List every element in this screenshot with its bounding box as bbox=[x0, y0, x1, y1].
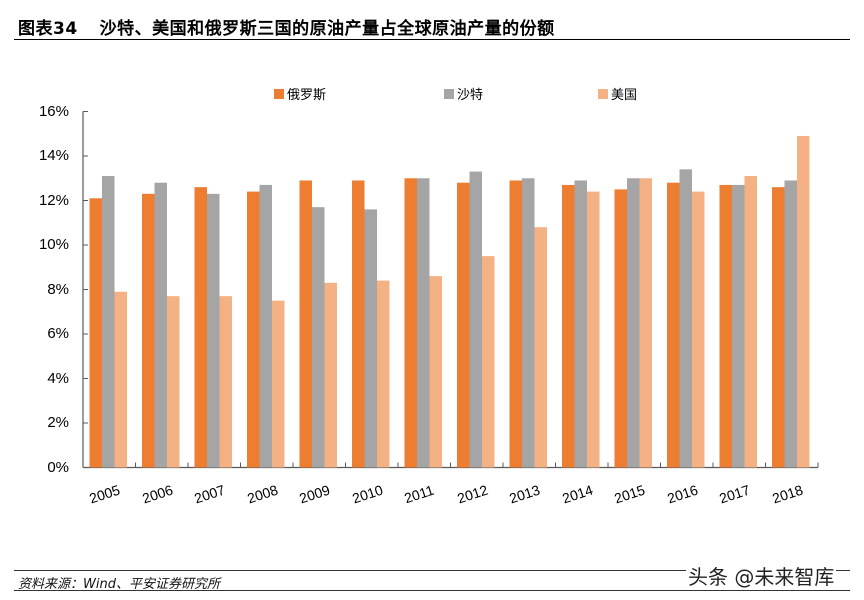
bar: 美国 2009: 8.3% bbox=[324, 282, 337, 468]
bar: 俄罗斯 2016: 12.8% bbox=[667, 182, 680, 468]
bar: 沙特 2017: 12.7% bbox=[732, 184, 745, 468]
figure-title-text: 沙特、美国和俄罗斯三国的原油产量占全球原油产量的份额 bbox=[99, 19, 555, 39]
y-tick-label: 10% bbox=[38, 236, 69, 253]
legend-label: 美国 bbox=[611, 88, 638, 103]
y-tick-label: 4% bbox=[47, 369, 69, 387]
bar: 俄罗斯 2008: 12.4% bbox=[247, 191, 260, 468]
bar: 俄罗斯 2007: 12.6% bbox=[194, 187, 207, 468]
y-tick-label: 2% bbox=[47, 414, 69, 431]
y-tick-label: 12% bbox=[38, 191, 69, 209]
bar: 美国 2010: 8.4% bbox=[377, 280, 390, 468]
legend-label: 沙特 bbox=[457, 88, 484, 103]
source-note: 资料来源：Wind、平安证券研究所 bbox=[18, 577, 220, 592]
bar: 美国 2006: 7.7% bbox=[167, 296, 180, 468]
bar: 沙特 2007: 12.3% bbox=[207, 193, 220, 468]
legend-item: 美国 bbox=[598, 84, 637, 103]
legend-label: 俄罗斯 bbox=[287, 88, 327, 103]
bar: 美国 2014: 12.4% bbox=[587, 191, 600, 468]
watermark: 头条 @未来智库 bbox=[686, 561, 837, 590]
bar: 美国 2013: 10.8% bbox=[534, 227, 547, 468]
bar: 俄罗斯 2018: 12.6% bbox=[772, 187, 785, 468]
bar: 美国 2011: 8.6% bbox=[429, 276, 442, 468]
figure-title: 图表34 沙特、美国和俄罗斯三国的原油产量占全球原油产量的份额 bbox=[18, 14, 555, 39]
bar: 俄罗斯 2010: 12.9% bbox=[352, 180, 365, 468]
legend-swatch-icon bbox=[444, 88, 454, 99]
bar: 美国 2005: 7.9% bbox=[114, 291, 127, 468]
bar: 沙特 2006: 12.8% bbox=[154, 182, 167, 468]
bar: 俄罗斯 2017: 12.7% bbox=[719, 184, 732, 468]
bar: 美国 2016: 12.4% bbox=[692, 191, 705, 468]
bar: 沙特 2005: 13.1% bbox=[102, 176, 115, 468]
bar: 俄罗斯 2005: 12.1% bbox=[89, 198, 102, 468]
bar: 沙特 2011: 13% bbox=[417, 178, 430, 468]
bar: 沙特 2018: 12.9% bbox=[784, 180, 797, 468]
y-tick-label: 6% bbox=[47, 325, 69, 342]
bar: 沙特 2008: 12.7% bbox=[259, 184, 272, 468]
figure-label: 图表34 bbox=[18, 19, 78, 39]
bar: 沙特 2010: 11.6% bbox=[364, 209, 377, 468]
bar: 俄罗斯 2012: 12.8% bbox=[457, 182, 470, 468]
bar: 沙特 2014: 12.9% bbox=[574, 180, 587, 468]
legend-item: 俄罗斯 bbox=[274, 84, 326, 103]
bar: 沙特 2012: 13.3% bbox=[469, 171, 482, 468]
bar: 沙特 2013: 13% bbox=[522, 178, 535, 468]
bar: 美国 2017: 13.1% bbox=[744, 176, 757, 468]
legend-swatch-icon bbox=[274, 88, 284, 99]
bar: 俄罗斯 2013: 12.9% bbox=[509, 180, 522, 468]
footer-divider-bottom bbox=[14, 590, 850, 591]
bar: 沙特 2009: 11.7% bbox=[312, 207, 325, 468]
bar: 美国 2008: 7.5% bbox=[272, 300, 285, 468]
bar: 沙特 2016: 13.4% bbox=[679, 169, 692, 468]
y-tick-label: 8% bbox=[47, 280, 69, 298]
bar: 沙特 2015: 13% bbox=[627, 178, 640, 468]
y-tick-label: 14% bbox=[38, 147, 69, 164]
bar: 俄罗斯 2009: 12.9% bbox=[299, 180, 312, 468]
bar: 美国 2018: 14.9% bbox=[797, 135, 810, 468]
legend-item: 沙特 bbox=[444, 84, 483, 103]
y-tick-label: 16% bbox=[38, 102, 69, 120]
bar: 俄罗斯 2014: 12.7% bbox=[562, 184, 575, 468]
bar: 美国 2012: 9.5% bbox=[482, 256, 495, 468]
bar-chart: 俄罗斯 2005: 12.1%沙特 2005: 13.1%美国 2005: 7.… bbox=[82, 111, 819, 469]
bar: 俄罗斯 2015: 12.5% bbox=[614, 189, 627, 468]
legend-swatch-icon bbox=[598, 88, 608, 99]
figure-header: 图表34 沙特、美国和俄罗斯三国的原油产量占全球原油产量的份额 bbox=[14, 12, 850, 40]
footer-divider-top bbox=[14, 570, 850, 571]
bar: 美国 2007: 7.7% bbox=[219, 296, 232, 468]
chart-legend: 俄罗斯 沙特 美国 bbox=[0, 84, 864, 103]
bar: 俄罗斯 2006: 12.3% bbox=[142, 193, 155, 468]
y-tick-label: 0% bbox=[47, 458, 69, 476]
bar: 美国 2015: 13% bbox=[639, 178, 652, 468]
bar: 俄罗斯 2011: 13% bbox=[404, 178, 417, 468]
